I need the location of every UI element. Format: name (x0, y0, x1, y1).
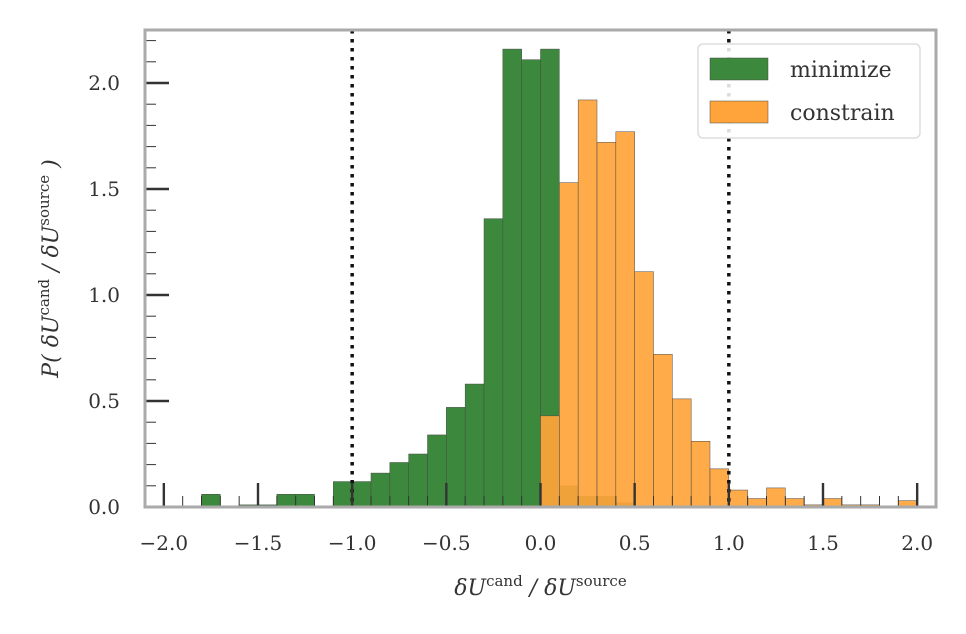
legend-swatch-minimize (709, 57, 769, 81)
bar-minimize-12 (446, 407, 466, 508)
bar-minimize-6 (333, 481, 353, 508)
bar-constrain-6 (653, 354, 673, 508)
bar-constrain-8 (690, 441, 711, 508)
x-tick-label-2: −1.0 (328, 531, 377, 555)
y-tick-label-2: 1.0 (88, 283, 120, 307)
reference-lines (350, 30, 731, 507)
bar-constrain-10 (728, 489, 748, 508)
legend-label-minimize: minimize (790, 58, 892, 83)
bars-layer (201, 48, 918, 508)
bar-minimize-11 (427, 434, 447, 508)
y-tick-label-0: 0.0 (88, 495, 120, 519)
bar-constrain-12 (766, 487, 786, 508)
bar-minimize-15 (502, 48, 522, 508)
bar-minimize-7 (351, 481, 372, 508)
series-constrain (540, 99, 918, 508)
bar-constrain-5 (634, 271, 654, 508)
bar-minimize-16 (521, 59, 541, 508)
bar-minimize-14 (483, 218, 504, 508)
x-tick-label-4: 0.0 (525, 531, 557, 555)
bar-constrain-3 (596, 142, 617, 508)
bar-minimize-8 (370, 472, 391, 508)
x-tick-label-8: 2.0 (901, 531, 933, 555)
bar-minimize-9 (389, 462, 409, 508)
bar-minimize-1 (201, 494, 221, 508)
y-ticks: 0.0 0.5 1.0 1.5 2.0 (88, 40, 169, 519)
bar-constrain-7 (672, 398, 692, 508)
y-tick-label-3: 1.5 (88, 177, 120, 201)
bar-constrain-1 (559, 182, 579, 508)
x-tick-label-3: −0.5 (422, 531, 471, 555)
bar-constrain-2 (577, 99, 598, 508)
series-minimize (201, 48, 635, 508)
bar-constrain-0 (540, 415, 560, 508)
bar-minimize-4 (276, 494, 296, 508)
bar-constrain-4 (615, 131, 635, 508)
y-tick-label-4: 2.0 (88, 71, 120, 95)
legend-label-constrain: constrain (790, 101, 895, 126)
plot-frame (143, 28, 938, 509)
x-tick-label-0: −2.0 (140, 531, 189, 555)
x-axis-label: δUcand / δUsource (454, 572, 627, 601)
x-tick-label-7: 1.5 (807, 531, 839, 555)
bar-minimize-5 (295, 494, 315, 508)
x-tick-label-6: 1.0 (713, 531, 745, 555)
legend-swatch-constrain (709, 100, 769, 124)
legend: minimize constrain (697, 43, 921, 139)
x-tick-label-5: 0.5 (619, 531, 651, 555)
bar-constrain-9 (709, 468, 730, 508)
y-axis-label: P( δUcand / δUsource ) (35, 159, 64, 378)
bar-minimize-13 (464, 383, 485, 508)
bar-minimize-10 (408, 453, 428, 508)
x-ticks: −2.0 −1.5 −1.0 −0.5 0.0 0.5 1.0 1.5 2.0 (140, 483, 933, 555)
y-tick-label-1: 0.5 (88, 389, 120, 413)
x-tick-label-1: −1.5 (234, 531, 283, 555)
